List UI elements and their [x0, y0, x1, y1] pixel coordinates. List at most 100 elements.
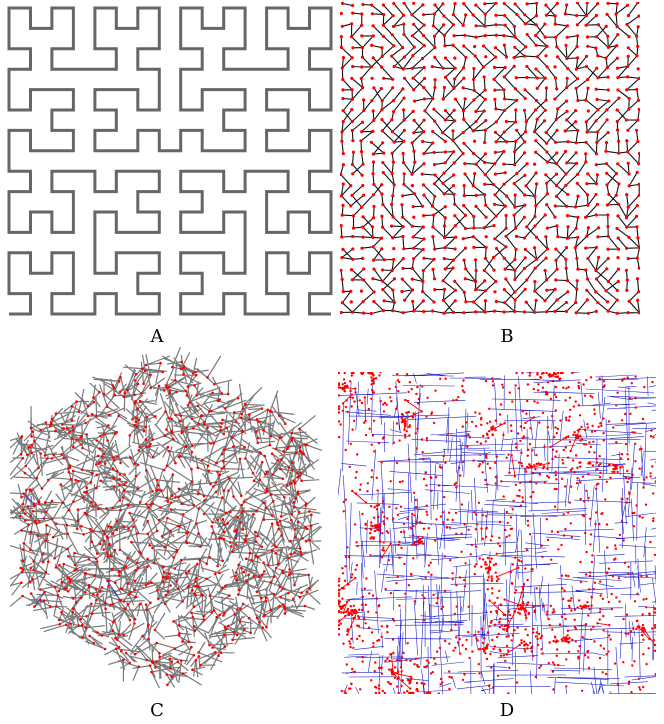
cube-node [112, 621, 115, 624]
graph-node [482, 226, 486, 230]
network-node [555, 432, 558, 435]
graph-node [412, 215, 416, 219]
graph-node [513, 150, 517, 154]
graph-node [463, 162, 467, 166]
graph-node [483, 2, 487, 6]
cube-node [105, 507, 108, 510]
network-node [486, 433, 489, 437]
network-node [484, 563, 487, 566]
cube-node [29, 592, 33, 595]
cube-node [71, 425, 75, 429]
graph-node [443, 56, 448, 60]
cube-node [92, 396, 95, 399]
network-node [397, 691, 400, 694]
network-node [532, 490, 535, 494]
network-node [526, 519, 530, 523]
cube-node [227, 477, 231, 480]
cube-node [272, 575, 276, 578]
network-node [377, 638, 381, 642]
cube-node [144, 363, 148, 367]
cube-node [74, 601, 78, 604]
network-node [349, 642, 352, 645]
graph-node [502, 310, 506, 314]
graph-node [533, 246, 537, 250]
cube-node [69, 622, 72, 626]
cube-node [102, 548, 105, 551]
network-node [478, 412, 481, 415]
graph-node [443, 161, 447, 165]
graph-node [349, 204, 353, 208]
network-node [530, 465, 534, 469]
network-node [425, 504, 428, 507]
cube-node [194, 577, 198, 580]
network-node [516, 626, 519, 629]
network-node [338, 584, 341, 587]
cube-node [160, 535, 164, 538]
cube-node [54, 412, 58, 415]
network-node [652, 492, 655, 495]
graph-node [433, 119, 437, 123]
cube-node [47, 478, 50, 482]
network-node [487, 684, 491, 687]
network-node [634, 442, 637, 445]
graph-node [596, 108, 600, 112]
graph-node [523, 140, 527, 144]
network-node [347, 583, 350, 586]
network-node [353, 670, 356, 673]
network-node [381, 437, 385, 440]
network-node [585, 489, 588, 492]
network-node [587, 614, 590, 617]
graph-node [421, 33, 426, 38]
cube-node [296, 475, 300, 479]
network-node [579, 580, 583, 584]
network-node [341, 402, 345, 405]
network-node [503, 628, 506, 631]
cube-node [243, 628, 246, 631]
cube-node [178, 624, 181, 627]
graph-node [411, 246, 416, 250]
graph-node [341, 88, 345, 92]
graph-node [606, 45, 610, 50]
network-node [476, 440, 479, 444]
cube-node [165, 386, 169, 390]
network-node [473, 565, 476, 568]
graph-node [605, 118, 609, 122]
network-node [413, 600, 416, 603]
cube-node [75, 400, 78, 403]
graph-node [340, 224, 343, 228]
network-node [615, 596, 618, 599]
network-node [511, 582, 514, 585]
network-node [403, 691, 406, 694]
cube-node [46, 532, 49, 536]
network-node [505, 629, 509, 633]
cube-node [102, 529, 105, 533]
graph-node [371, 129, 375, 133]
network-node [389, 396, 392, 399]
graph-node [430, 204, 434, 208]
cube-node [177, 495, 181, 499]
cube-node [122, 395, 126, 399]
network-node [458, 638, 461, 641]
cube-node [230, 436, 234, 439]
network-node [496, 674, 500, 677]
cube-node [77, 410, 81, 413]
cube-node [303, 443, 307, 446]
network-node [360, 603, 364, 606]
cube-node [149, 386, 152, 390]
network-node [378, 666, 381, 670]
graph-node [402, 172, 406, 176]
network-node [515, 372, 518, 375]
network-node [404, 436, 407, 439]
network-node [653, 553, 656, 556]
cube-node [44, 501, 47, 504]
cube-node [270, 522, 274, 526]
network-node [342, 642, 345, 645]
graph-node [533, 280, 537, 284]
network-node [623, 561, 627, 565]
network-node [598, 522, 601, 526]
graph-node [543, 268, 547, 273]
cube-node [53, 585, 57, 589]
cube-node [93, 574, 97, 577]
network-node [598, 476, 602, 479]
network-node [524, 567, 527, 570]
